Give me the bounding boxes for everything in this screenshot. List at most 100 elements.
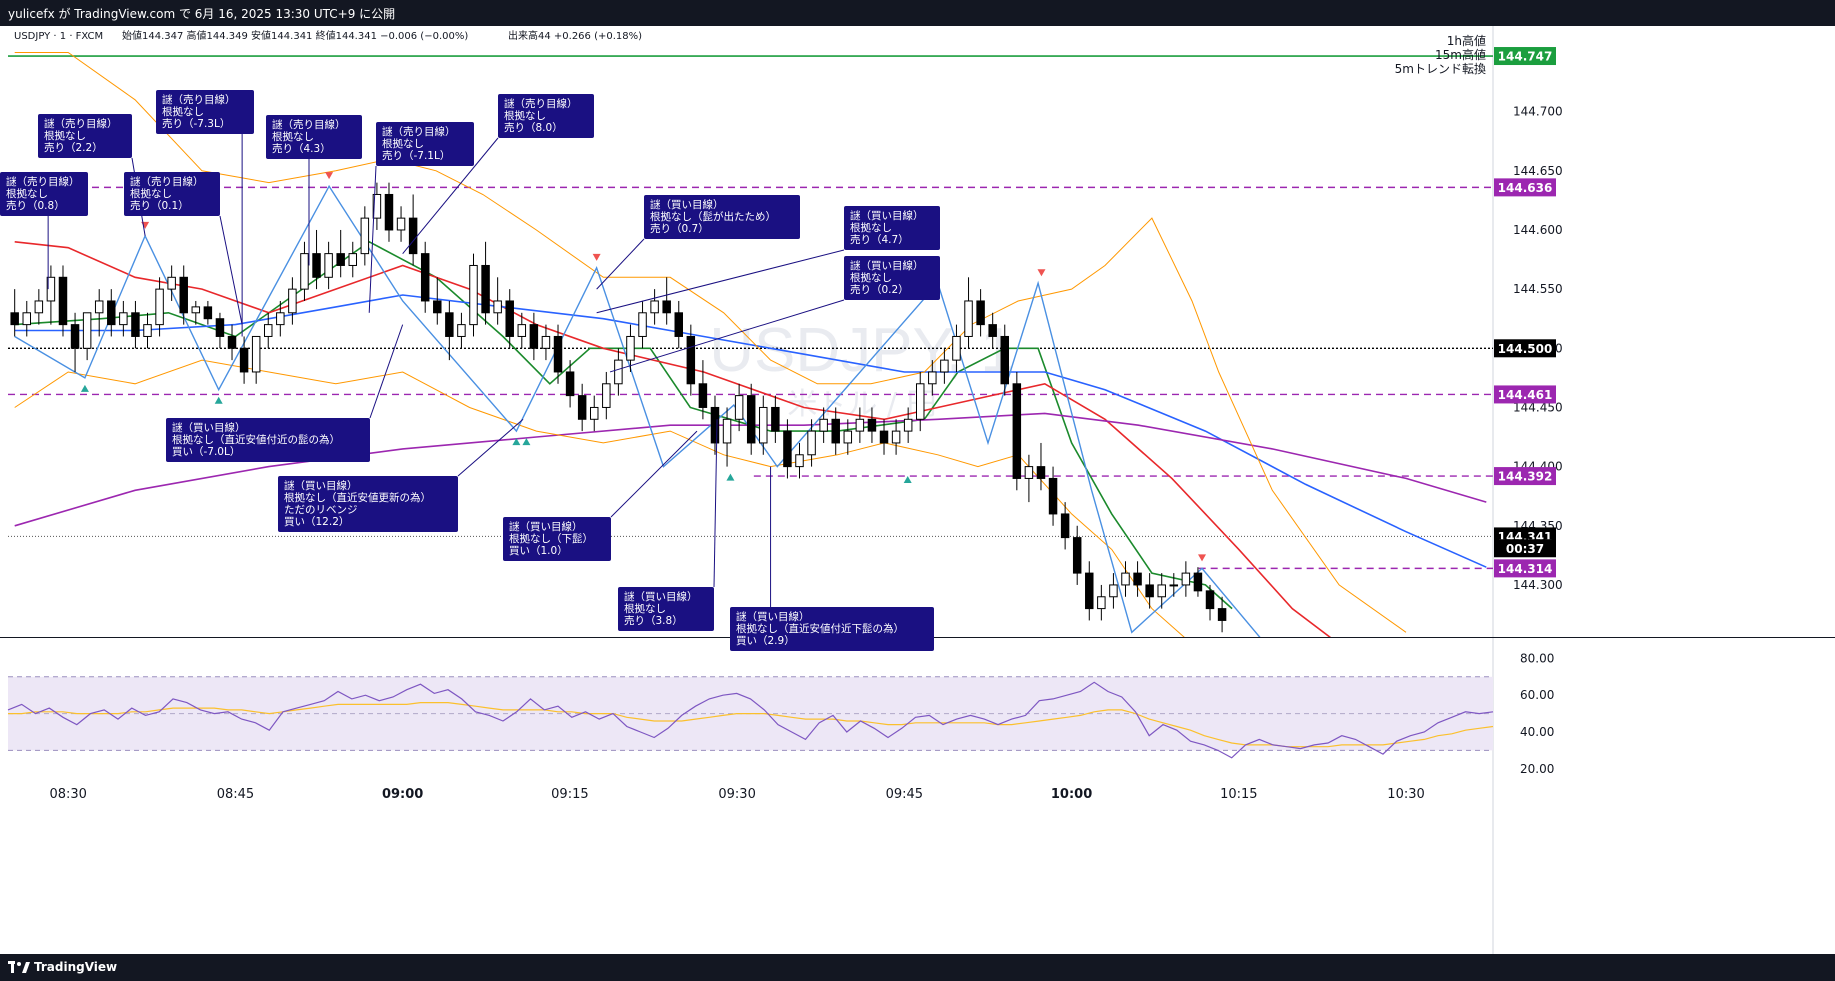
annotation-bg <box>844 206 940 250</box>
price-label-text: 144.461 <box>1498 388 1553 402</box>
candle <box>276 300 285 337</box>
annotation-bg <box>376 122 474 166</box>
candle <box>722 407 732 467</box>
candle <box>674 300 684 349</box>
bollinger-layer <box>14 52 1407 637</box>
candlestick-chart[interactable]: USDJPY, 1 米ドル / 円 謎（売り目線）根拠なし売り（2.2）謎（売り… <box>0 26 1835 954</box>
candle <box>819 407 828 443</box>
annotation-bg <box>0 172 88 216</box>
annotation-text: 根拠なし <box>44 129 86 142</box>
time-tick-label: 09:30 <box>718 787 755 802</box>
candle <box>843 419 853 455</box>
price-tick-label: 144.650 <box>1513 164 1563 178</box>
candle <box>1072 525 1082 585</box>
annotation-text: 買い（1.0） <box>509 545 568 557</box>
price-label-tag: 144.392 <box>1494 467 1556 486</box>
time-tick-label: 08:45 <box>217 787 254 802</box>
price-label-text: 00:37 <box>1506 542 1544 556</box>
zigzag-line <box>14 184 1261 637</box>
annotation-text: 売り（0.2） <box>850 283 909 296</box>
candle <box>384 182 394 242</box>
chart-header: USDJPY · 1 · FXCM 始値144.347 高値144.349 安値… <box>14 29 642 42</box>
candle-up <box>143 324 152 337</box>
annotation-text: ただのリベンジ <box>284 504 358 516</box>
candle-up <box>82 312 92 349</box>
candle-down <box>1000 335 1009 385</box>
candle <box>1181 561 1191 597</box>
candle <box>312 229 321 290</box>
time-tick-label: 09:15 <box>551 787 588 802</box>
candle <box>686 324 696 396</box>
annotation-box[interactable]: 謎（買い目線）根拠なし（髭が出たため）売り（0.7） <box>644 195 800 239</box>
candle <box>517 312 527 349</box>
candle-up <box>167 276 176 290</box>
price-label-tag: 144.500 <box>1494 339 1556 358</box>
candle-up <box>1109 584 1118 598</box>
candle-down <box>408 217 418 255</box>
candle-up <box>300 253 309 290</box>
candle-up <box>795 454 804 468</box>
time-tick-label: 10:15 <box>1220 787 1257 802</box>
candle <box>1145 573 1154 609</box>
candle-up <box>915 383 925 420</box>
buy-marker-icon <box>726 473 735 481</box>
rsi-line <box>7 681 1494 759</box>
annotation-box[interactable]: 謎（買い目線）根拠なし（下髭）買い（1.0） <box>503 517 611 561</box>
candle-up <box>372 193 382 219</box>
candle-down <box>746 395 756 444</box>
annotation-leader <box>219 215 243 325</box>
price-label-tag: 144.636 <box>1494 178 1556 197</box>
candle <box>1097 584 1106 621</box>
candle-up <box>855 418 865 432</box>
annotation-box[interactable]: 謎（買い目線）根拠なし（直近安値付近下髭の為）買い（2.9） <box>730 607 934 651</box>
candle-down <box>131 312 140 337</box>
annotation-text: 根拠なし（直近安値付近下髭の為） <box>736 622 904 635</box>
brand-name: TradingView <box>34 960 118 974</box>
ohlc-header: 始値144.347 高値144.349 安値144.341 終値144.341 … <box>122 29 468 42</box>
top-right-note: 1h高値 <box>1447 33 1486 48</box>
annotation-text: 謎（買い目線） <box>624 590 698 603</box>
candle <box>614 348 623 396</box>
top-bar: yulicefx が TradingView.com で 6月 16, 2025… <box>0 0 1835 26</box>
candle <box>1085 561 1094 621</box>
levels-layer <box>8 55 1493 570</box>
candle <box>1205 584 1215 621</box>
candle <box>46 265 56 325</box>
annotation-text: 謎（売り目線） <box>6 175 80 188</box>
candle-up <box>119 312 128 326</box>
candle-up <box>191 306 201 314</box>
candle-up <box>602 383 611 408</box>
candle-down <box>1060 513 1070 539</box>
price-tick-label: 144.300 <box>1513 578 1563 592</box>
candle <box>1012 371 1022 491</box>
time-tick-label: 09:45 <box>886 787 923 802</box>
candle-down <box>1072 537 1082 574</box>
annotation-text: 謎（買い目線） <box>850 209 924 222</box>
annotation-text: 根拠なし <box>382 137 424 150</box>
candle-up <box>759 406 768 444</box>
candle-up <box>819 418 828 432</box>
candle-up <box>722 418 732 444</box>
candle-up <box>891 430 901 444</box>
candle-up <box>34 300 44 314</box>
candle <box>710 395 720 455</box>
price-label-tag: 144.461 <box>1494 385 1556 404</box>
annotation-box[interactable]: 謎（買い目線）根拠なし（直近安値付近の髭の為）買い（-7.0L） <box>166 418 370 462</box>
candle <box>1024 454 1034 503</box>
annotation-leader <box>368 165 377 313</box>
candle <box>831 407 840 455</box>
candle-down <box>1217 608 1227 621</box>
candle-up <box>324 253 333 278</box>
